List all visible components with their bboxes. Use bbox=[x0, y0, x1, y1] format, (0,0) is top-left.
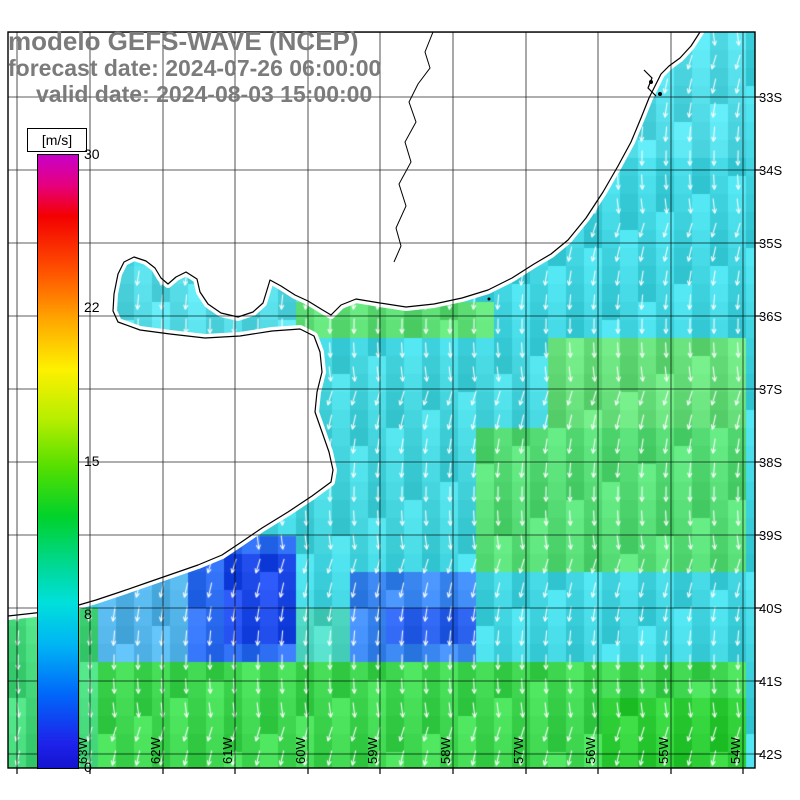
lon-label: 60W bbox=[293, 737, 308, 764]
lat-label: 35S bbox=[759, 236, 783, 251]
colorbar-tick: 22 bbox=[84, 299, 100, 316]
lat-label: 36S bbox=[759, 309, 783, 324]
lon-label: 57W bbox=[511, 737, 526, 764]
lon-label: 55W bbox=[656, 737, 671, 764]
lon-label: 56W bbox=[583, 737, 598, 764]
colorbar bbox=[37, 154, 79, 769]
lat-label: 33S bbox=[759, 90, 783, 105]
colorbar-tick: 30 bbox=[84, 146, 100, 162]
colorbar-tick: 8 bbox=[84, 605, 92, 622]
lon-label: 54W bbox=[728, 737, 743, 764]
colorbar-tick: 15 bbox=[84, 452, 100, 469]
colorbar-tick: 0 bbox=[84, 759, 92, 775]
model-title: modelo GEFS-WAVE (NCEP) bbox=[8, 26, 359, 56]
wave-field-canvas bbox=[8, 32, 755, 768]
lon-label: 61W bbox=[220, 737, 235, 764]
lat-label: 41S bbox=[759, 674, 783, 689]
lat-label: 38S bbox=[759, 455, 783, 470]
forecast-date: forecast date: 2024-07-26 06:00:00 bbox=[8, 55, 382, 81]
lon-label: 59W bbox=[365, 737, 380, 764]
lat-label: 39S bbox=[759, 528, 783, 543]
lon-label: 62W bbox=[148, 737, 163, 764]
lon-label: 58W bbox=[438, 737, 453, 764]
colorbar-unit-label: [m/s] bbox=[27, 128, 87, 152]
lat-label: 34S bbox=[759, 163, 783, 178]
valid-date: valid date: 2024-08-03 15:00:00 bbox=[36, 81, 373, 107]
lat-label: 42S bbox=[759, 747, 783, 762]
lat-label: 37S bbox=[759, 382, 783, 397]
lat-label: 40S bbox=[759, 601, 783, 616]
